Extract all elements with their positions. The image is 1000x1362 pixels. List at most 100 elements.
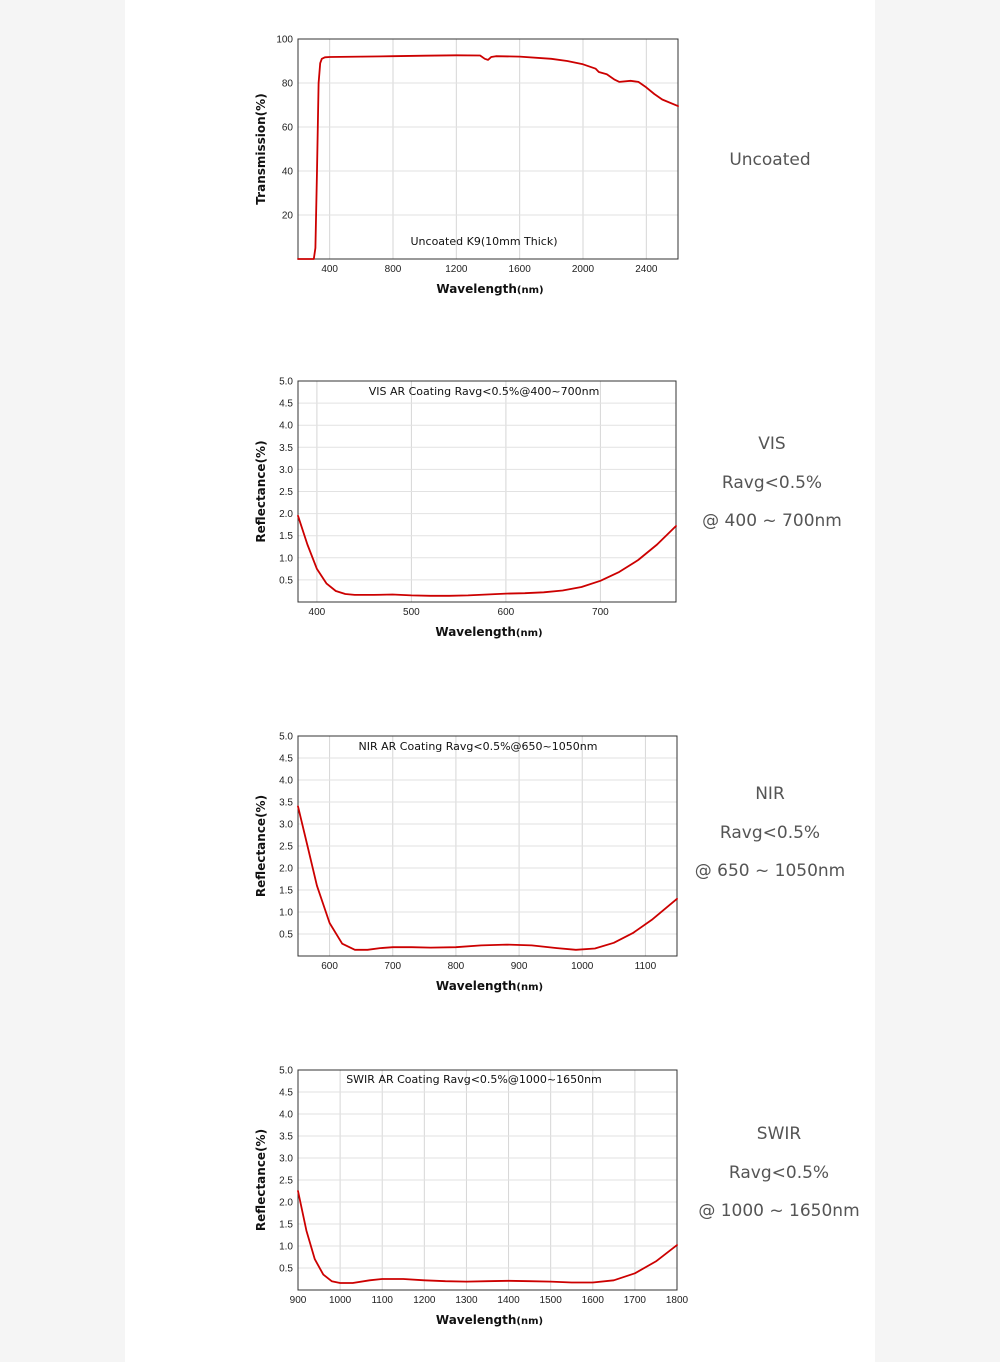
side-label-line: VIS [758,434,786,454]
y-tick-label: 3.0 [279,1154,293,1165]
side-label-line: Ravg<0.5% [719,822,821,843]
y-tick-label: 4.0 [279,1110,293,1121]
x-tick-label: 1200 [413,1295,436,1306]
y-tick-label: 3.5 [279,443,293,454]
side-label-line: @ 650 ~ 1050nm [694,861,846,881]
x-tick-label: 800 [385,264,402,275]
y-axis-title: Reflectance(%) [254,440,268,542]
y-tick-label: 4.0 [279,421,293,432]
y-axis-title: Reflectance(%) [254,1129,268,1231]
y-tick-label: 2.0 [279,509,293,520]
x-tick-label: 1600 [509,264,532,275]
x-tick-label: 900 [511,961,528,972]
y-axis-title: Transmission(%) [254,93,268,204]
y-tick-label: 5.0 [279,732,293,743]
y-tick-label: 3.0 [279,465,293,476]
x-axis-title-main: Wavelength [436,979,517,993]
x-tick-label: 500 [403,607,420,618]
x-tick-label: 1100 [371,1295,393,1306]
x-tick-label: 800 [448,961,465,972]
chart-annotation: Uncoated K9(10mm Thick) [411,235,558,248]
x-axis-title-unit: (nm) [516,628,543,639]
series-line [297,54,679,260]
x-axis-title: Wavelength(nm) [436,979,543,993]
x-axis-title-main: Wavelength [435,625,516,639]
chart-annotation: SWIR AR Coating Ravg<0.5%@1000~1650nm [346,1073,602,1086]
side-label-line: NIR [755,784,785,804]
y-axis-title: Reflectance(%) [254,795,268,897]
x-tick-label: 1800 [666,1295,689,1306]
plot-frame [297,1069,678,1291]
y-tick-label: 3.5 [279,798,293,809]
y-tick-label: 0.5 [279,1264,293,1275]
chart-3: 0.5 1.0 1.5 2.0 2.5 3.0 3.5 4.0 4.5 5.0 900 1000 110… [254,1066,689,1328]
y-tick-label: 1.5 [279,886,293,897]
chart-1: 0.5 1.0 1.5 2.0 2.5 3.0 3.5 4.0 4.5 5.0 400 500 600 7… [254,377,677,639]
x-tick-label: 1300 [455,1295,478,1306]
side-label-nir: NIR Ravg<0.5% @ 650 ~ 1050nm [680,775,860,891]
y-tick-label: 20 [282,211,294,222]
x-tick-label: 900 [290,1295,307,1306]
x-tick-label: 400 [321,264,338,275]
x-axis-title-unit: (nm) [516,982,543,993]
x-axis-title-main: Wavelength [436,1313,517,1327]
side-label-line: Uncoated [729,150,811,170]
side-label-line: @ 1000 ~ 1650nm [698,1201,860,1221]
chart-annotation: NIR AR Coating Ravg<0.5%@650~1050nm [359,740,598,753]
y-tick-label: 1.0 [279,1242,293,1253]
x-tick-label: 1100 [635,961,657,972]
x-tick-label: 700 [592,607,609,618]
chart-2: 0.5 1.0 1.5 2.0 2.5 3.0 3.5 4.0 4.5 5.0 600 700 800 9… [254,732,678,993]
series-line [297,514,677,597]
side-label-vis: VIS Ravg<0.5% @ 400 ~ 700nm [692,425,852,541]
x-tick-label: 1400 [497,1295,520,1306]
x-tick-label: 2400 [635,264,658,275]
plot-frame [297,380,677,603]
y-tick-label: 60 [282,123,294,134]
x-tick-label: 1000 [571,961,594,972]
x-tick-label: 1200 [445,264,468,275]
x-tick-label: 2000 [572,264,595,275]
content-panel [125,0,875,1362]
x-axis-title: Wavelength(nm) [435,625,542,639]
side-label-uncoated: Uncoated [690,141,850,180]
y-tick-label: 0.5 [279,575,293,586]
y-tick-label: 80 [282,79,294,90]
side-label-line: @ 400 ~ 700nm [702,511,842,531]
side-label-swir: SWIR Ravg<0.5% @ 1000 ~ 1650nm [689,1115,869,1231]
y-tick-label: 2.0 [279,1198,293,1209]
y-tick-label: 2.5 [279,842,293,853]
y-tick-label: 4.5 [279,754,293,765]
y-tick-label: 2.5 [279,487,293,498]
chart-annotation: VIS AR Coating Ravg<0.5%@400~700nm [369,385,600,398]
x-tick-label: 700 [384,961,401,972]
x-tick-label: 1000 [329,1295,352,1306]
y-tick-label: 40 [282,167,294,178]
y-tick-label: 1.5 [279,531,293,542]
y-tick-label: 5.0 [279,377,293,388]
y-tick-label: 1.5 [279,1220,293,1231]
series-line [297,805,678,951]
x-tick-label: 600 [498,607,515,618]
x-tick-label: 1700 [624,1295,647,1306]
y-tick-label: 5.0 [279,1066,293,1077]
x-tick-label: 400 [309,607,326,618]
y-tick-label: 0.5 [279,930,293,941]
x-axis-title: Wavelength(nm) [436,282,543,296]
y-tick-label: 3.5 [279,1132,293,1143]
y-tick-label: 1.0 [279,908,293,919]
x-tick-label: 600 [321,961,338,972]
y-tick-label: 4.0 [279,776,293,787]
x-tick-label: 1500 [540,1295,563,1306]
series-line [297,1190,678,1284]
y-tick-label: 2.5 [279,1176,293,1187]
x-tick-label: 1600 [582,1295,605,1306]
x-axis-title: Wavelength(nm) [436,1313,543,1327]
y-tick-label: 1.0 [279,553,293,564]
plot-frame [297,735,678,957]
x-axis-title-unit: (nm) [517,285,544,296]
side-label-line: SWIR [756,1124,802,1144]
y-tick-label: 4.5 [279,1088,293,1099]
x-axis-title-main: Wavelength [436,282,517,296]
